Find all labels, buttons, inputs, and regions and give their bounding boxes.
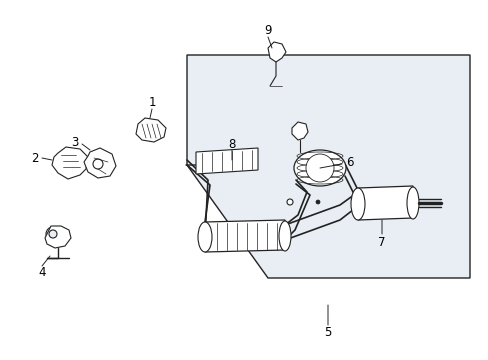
- Text: 9: 9: [264, 23, 271, 36]
- Circle shape: [315, 200, 319, 204]
- Ellipse shape: [406, 187, 418, 219]
- Polygon shape: [84, 148, 116, 178]
- Ellipse shape: [293, 150, 346, 186]
- Polygon shape: [291, 122, 307, 140]
- Polygon shape: [357, 186, 412, 220]
- Circle shape: [93, 159, 103, 169]
- Text: 8: 8: [228, 138, 235, 150]
- Polygon shape: [52, 147, 88, 179]
- Polygon shape: [204, 220, 285, 252]
- Text: 5: 5: [324, 325, 331, 338]
- Circle shape: [49, 230, 57, 238]
- Text: 6: 6: [346, 156, 353, 168]
- Text: 4: 4: [38, 266, 46, 279]
- Polygon shape: [45, 226, 71, 248]
- Polygon shape: [186, 55, 469, 278]
- Circle shape: [46, 227, 60, 241]
- Polygon shape: [136, 118, 165, 142]
- Text: 1: 1: [148, 95, 156, 108]
- Polygon shape: [196, 148, 258, 174]
- Circle shape: [286, 199, 292, 205]
- Ellipse shape: [350, 188, 364, 220]
- Ellipse shape: [305, 154, 333, 182]
- Ellipse shape: [279, 221, 290, 251]
- Text: 3: 3: [71, 135, 79, 149]
- Text: 2: 2: [31, 152, 39, 165]
- Ellipse shape: [198, 222, 212, 252]
- Text: 7: 7: [378, 235, 385, 248]
- Polygon shape: [267, 42, 285, 62]
